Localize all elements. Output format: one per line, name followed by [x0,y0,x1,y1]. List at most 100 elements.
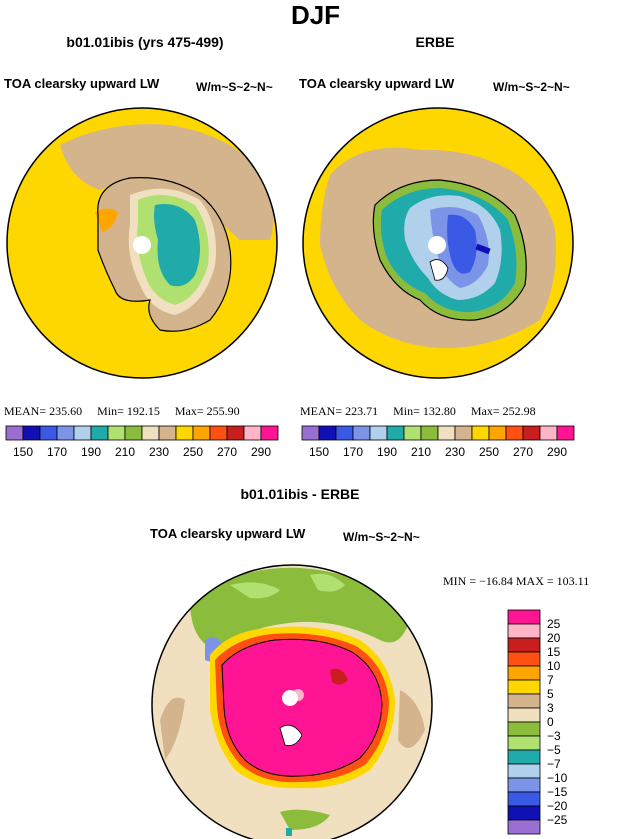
panel-1-colorbar-tick-label: 150 [13,445,33,459]
panel-2-field-label: TOA clearsky upward LW [299,76,455,91]
panel-2-max-value: 252.98 [502,404,536,418]
diff-colorbar-swatch [507,749,541,765]
diff-colorbar-swatch [507,693,541,709]
diff-title: b01.01ibis - ERBE [240,486,360,502]
diff-colorbar-tick-label: −10 [547,771,568,785]
panel-2-colorbar-tick-label: 150 [309,445,329,459]
panel-1-stats: MEAN= 235.60 Min= 192.15 Max= 255.90 [4,404,240,419]
panel-1-mean-value: 235.60 [49,404,83,418]
panel-2-colorbar-tick-label: 230 [445,445,465,459]
panel-2-colorbar-tick-label: 190 [377,445,397,459]
panel-1-title: b01.01ibis (yrs 475-499) [66,34,224,50]
panel-1-colorbar-swatch [260,425,279,441]
diff-colorbar-swatch [507,721,541,737]
panel-2-colorbar-tick-label: 270 [513,445,533,459]
diff-colorbar-tick-label: 10 [547,659,561,673]
panel-2-pole-hole [428,236,446,254]
panel-1-field-label: TOA clearsky upward LW [4,76,160,91]
diff-colorbar-swatch [507,707,541,723]
panel-2-coastline [372,179,527,321]
diff-colorbar-swatch [507,763,541,779]
panel-2-colorbar: 150 170 190 210 230 250 270 290 [301,425,575,459]
panel-1-max-label: Max= [174,404,204,418]
diff-units: W/m~S~2~N~ [343,530,420,544]
panel-2-darkblue-spot [475,243,491,255]
diff-colorbar-swatch [507,665,541,681]
diff-green-bottom [280,809,330,830]
diff-colorbar-swatch [507,637,541,653]
diff-colorbar-tick-label: −7 [547,757,561,771]
diff-colorbar-tick-label: 7 [547,673,554,687]
diff-colorbar-swatch [507,791,541,807]
panel-2-units: W/m~S~2~N~ [493,80,570,94]
panel-2-max-label: Max= [470,404,500,418]
panel-1-map-border [6,107,278,379]
diff-lightgreen-patch [230,582,280,599]
diff-colorbar-swatch [507,819,541,835]
panel-1-colorbar-tick-label: 270 [217,445,237,459]
diff-colorbar-tick-label: 3 [547,701,554,715]
panel-2-mean-label: MEAN= [300,404,343,418]
diff-colorbar-tick-label: 0 [547,715,554,729]
panel-1-colorbar: 150 170 190 210 230 250 270 290 [5,425,279,459]
diff-colorbar-tick-label: 5 [547,687,554,701]
panel-1-pole-hole [133,236,151,254]
diff-tan-patch-east [398,690,425,748]
panel-1-teal [154,204,200,287]
diff-colorbar-tick-label: 15 [547,645,561,659]
panel-1-colorbar-tick-label: 190 [81,445,101,459]
panel-1-max-value: 255.90 [206,404,240,418]
diff-colorbar-swatch [507,609,541,625]
diff-field-label: TOA clearsky upward LW [150,526,306,541]
diff-darkred-spot [330,668,348,685]
diff-pole-hole [282,690,298,706]
diff-ice-shelf [279,724,303,746]
diff-colorbar-tick-label: −5 [547,743,561,757]
panel-2-min-label: Min= [393,404,420,418]
panel-1-colorbar-tick-label: 250 [183,445,203,459]
diff-colorbar-tick-label: −15 [547,785,568,799]
panel-2-colorbar-swatch [556,425,575,441]
panel-2-min-value: 132.80 [422,404,456,418]
panel-1-units: W/m~S~2~N~ [196,80,273,94]
diff-colorbar-swatch [507,679,541,695]
panel-2-colorbar-tick-label: 210 [411,445,431,459]
panel-1-orange-patch [95,208,118,232]
panel-1-colorbar-tick-label: 230 [149,445,169,459]
panel-2-title: ERBE [415,34,455,50]
diff-colorbar-swatch [507,805,541,821]
panel-2-stats: MEAN= 223.71 Min= 132.80 Max= 252.98 [300,404,536,419]
diff-colorbar-tick-label: 20 [547,631,561,645]
diff-colorbar-swatch [507,651,541,667]
panel-2-ice-shelf [429,259,449,281]
diff-colorbar-swatch [507,735,541,751]
diff-colorbar-swatch [507,777,541,793]
diff-colorbar-tick-label: −25 [547,813,568,827]
panel-2-colorbar-tick-label: 170 [343,445,363,459]
panel-1-tan-band [60,124,274,240]
diff-colorbar-swatch [507,623,541,639]
panel-1-min-label: Min= [97,404,124,418]
diff-teal-speck [286,828,292,836]
panel-2-mean-value: 223.71 [345,404,379,418]
diff-colorbar-tick-label: −20 [547,799,568,813]
diff-lightgreen-patch-2 [310,573,345,592]
panel-1-colorbar-tick-label: 170 [47,445,67,459]
panel-1-colorbar-tick-label: 210 [115,445,135,459]
diff-map-border [151,564,433,839]
diff-minmax: MIN = −16.84 MAX = 103.11 [443,574,590,588]
diff-colorbar-tick-label: 25 [547,617,561,631]
panel-2-map-border [302,107,574,379]
diff-magenta-core [222,639,382,777]
panel-1-mean-label: MEAN= [4,404,47,418]
panel-1-min-value: 192.15 [126,404,160,418]
panel-2-colorbar-tick-label: 290 [547,445,567,459]
diff-tan-patch-west [160,697,185,760]
panel-2-blue [447,214,477,274]
diff-coastline [221,638,383,777]
panel-1-coastline [97,177,232,332]
